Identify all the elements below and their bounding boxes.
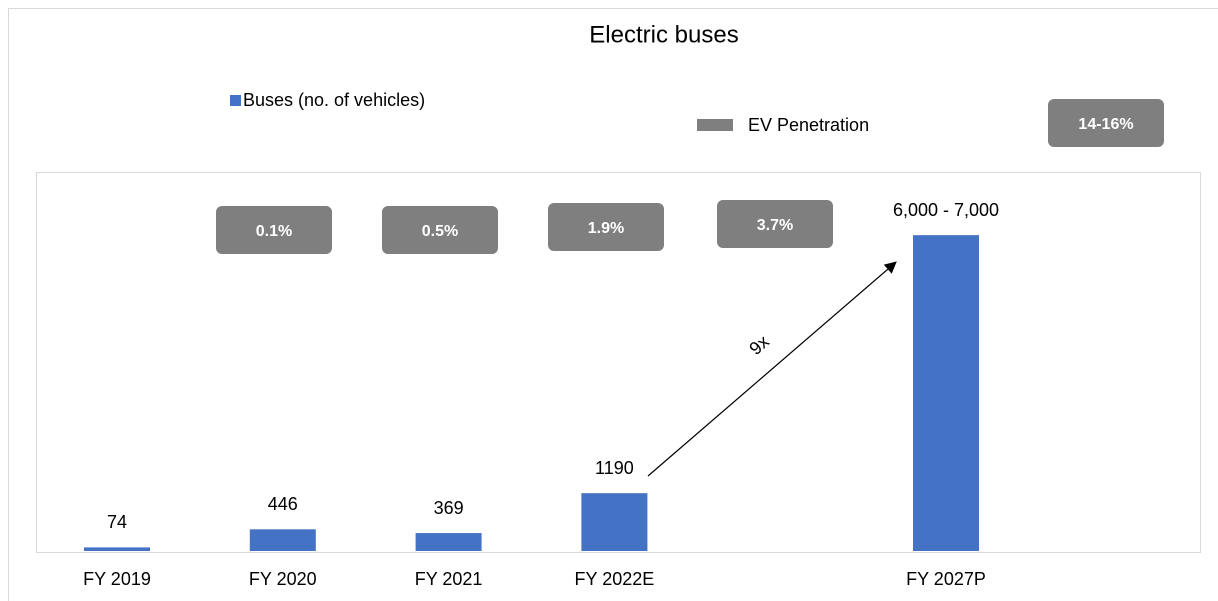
bar xyxy=(249,529,316,551)
penetration-label: 0.1% xyxy=(256,223,292,240)
data-label: 1190 xyxy=(595,458,634,478)
data-label: 369 xyxy=(434,498,464,518)
data-label: 74 xyxy=(107,512,127,532)
x-tick-label: FY 2019 xyxy=(83,569,151,589)
outer-frame xyxy=(8,8,1218,601)
penetration-box xyxy=(1048,99,1164,147)
x-tick-label: FY 2020 xyxy=(249,569,317,589)
bar xyxy=(581,493,648,551)
chart-title: Electric buses xyxy=(589,21,738,48)
data-label: 446 xyxy=(268,494,298,514)
penetration-box xyxy=(382,206,498,254)
legend-label: EV Penetration xyxy=(748,115,869,135)
penetration-box xyxy=(717,200,833,248)
legend-label: Buses (no. of vehicles) xyxy=(243,90,425,110)
x-tick-label: FY 2027P xyxy=(906,569,986,589)
penetration-box xyxy=(216,206,332,254)
bar xyxy=(415,533,482,551)
growth-arrow xyxy=(647,261,897,477)
penetration-label: 14-16% xyxy=(1078,116,1133,133)
legend-swatch xyxy=(697,119,733,131)
penetration-label: 0.5% xyxy=(422,223,458,240)
x-tick-label: FY 2021 xyxy=(415,569,483,589)
penetration-label: 1.9% xyxy=(588,220,624,237)
bar xyxy=(84,547,150,551)
plot-frame xyxy=(36,172,1201,553)
penetration-label: 3.7% xyxy=(757,217,793,234)
data-label: 6,000 - 7,000 xyxy=(893,200,999,220)
penetration-box xyxy=(548,203,664,251)
bar xyxy=(913,235,979,551)
annotation: 9x xyxy=(745,331,772,359)
legend-swatch xyxy=(230,95,241,106)
x-tick-label: FY 2022E xyxy=(575,569,655,589)
